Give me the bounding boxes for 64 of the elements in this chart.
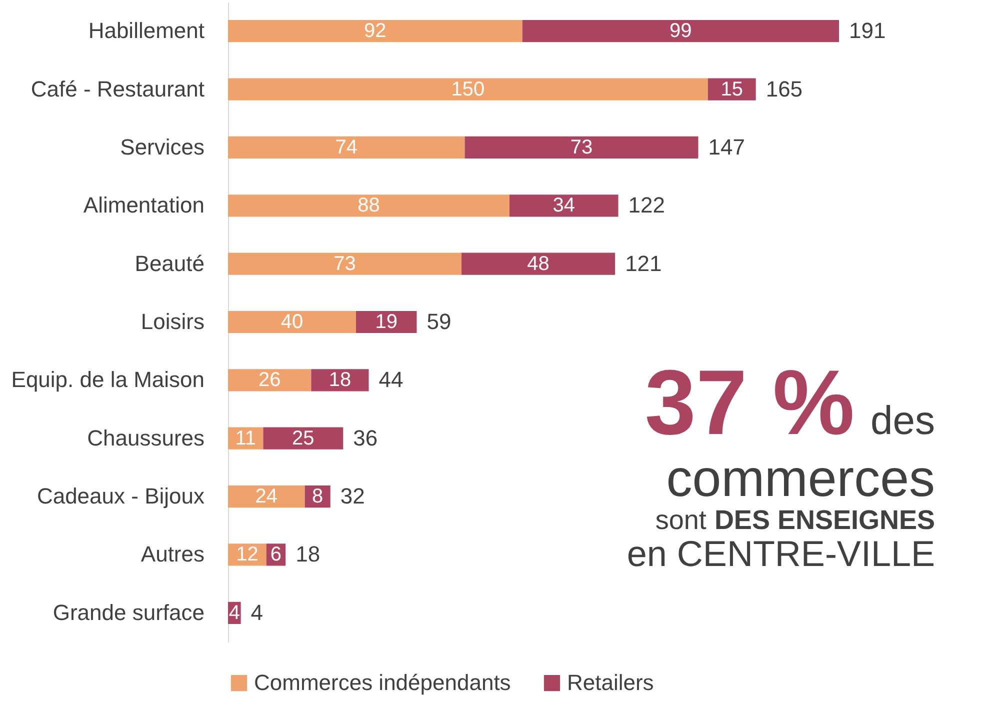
- data-label: 73: [334, 252, 356, 275]
- bar: [263, 427, 344, 450]
- y-tick-label: Café - Restaurant: [30, 76, 204, 102]
- data-label: 150: [451, 78, 485, 100]
- y-tick-label: Cadeaux - Bijoux: [36, 484, 204, 509]
- data-label: 73: [570, 136, 593, 158]
- total-label: 36: [353, 425, 378, 450]
- bar: [510, 194, 618, 217]
- data-label: 15: [720, 78, 743, 100]
- total-label: 44: [378, 367, 404, 392]
- total-label: 121: [625, 250, 662, 276]
- y-tick-label: Grande surface: [52, 600, 204, 625]
- data-label: 11: [235, 427, 256, 450]
- annotation: sont: [655, 505, 706, 536]
- y-tick-label: Equip. de la Maison: [11, 367, 204, 392]
- data-label: 4: [228, 602, 240, 624]
- data-label: 8: [312, 486, 324, 508]
- bar: [228, 78, 708, 100]
- bar: [464, 136, 698, 159]
- total-label: 4: [250, 600, 264, 625]
- data-label: 12: [236, 544, 258, 566]
- bar: [228, 194, 510, 217]
- bar: [708, 78, 756, 100]
- total-label: 191: [849, 18, 886, 44]
- y-tick-label: Autres: [140, 542, 204, 567]
- y-tick-label: Services: [120, 134, 204, 160]
- y-tick-label: Beauté: [134, 250, 204, 276]
- data-label: 26: [258, 369, 281, 392]
- data-label: 34: [552, 194, 576, 217]
- bar: [522, 20, 839, 42]
- data-label: 40: [280, 311, 304, 333]
- data-label: 48: [527, 252, 550, 275]
- data-label: 18: [328, 369, 352, 392]
- data-label: 74: [335, 136, 358, 158]
- total-label: 147: [708, 134, 745, 160]
- annotation: DES ENSEIGNES: [714, 505, 935, 536]
- y-tick-label: Alimentation: [83, 192, 204, 218]
- total-label: 59: [426, 309, 452, 334]
- bar: [311, 369, 369, 392]
- data-label: 24: [255, 486, 278, 508]
- bar: [228, 136, 465, 159]
- bar: [228, 310, 356, 334]
- legend-label: Commerces indépendants: [254, 670, 511, 695]
- total-label: 18: [296, 542, 320, 567]
- y-tick-label: Chaussures: [87, 425, 204, 450]
- data-label: 25: [292, 427, 314, 450]
- total-label: 165: [766, 76, 803, 102]
- data-label: 99: [670, 20, 692, 42]
- bar: [228, 252, 462, 275]
- data-label: 6: [270, 544, 282, 566]
- data-label: 88: [358, 194, 380, 217]
- data-label: 92: [364, 20, 386, 42]
- y-tick-label: Loisirs: [140, 309, 204, 334]
- total-label: 32: [340, 484, 365, 509]
- total-label: 122: [628, 192, 665, 218]
- text: des: [870, 399, 935, 443]
- data-label: 19: [375, 311, 398, 333]
- bar: [462, 252, 616, 275]
- bar: [228, 369, 312, 392]
- y-tick-label: Habillement: [88, 18, 204, 44]
- legend-label: Retailers: [567, 670, 654, 695]
- bar: [228, 20, 522, 42]
- annotation: en CENTRE-VILLE: [626, 532, 935, 574]
- bar: [228, 485, 305, 508]
